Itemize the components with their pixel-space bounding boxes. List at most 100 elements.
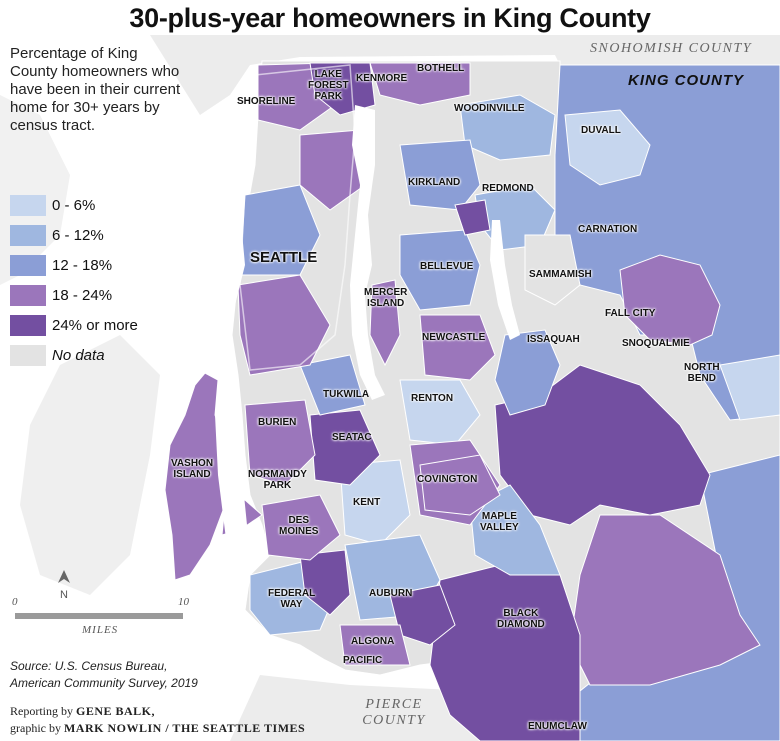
place-vashon-island: VASHON ISLAND <box>171 458 213 480</box>
scale-bar-line <box>15 613 183 619</box>
north-bend-line2: BEND <box>687 373 716 384</box>
legend-label: 12 - 18% <box>52 256 113 274</box>
place-normandy-park: NORMANDY PARK <box>248 469 307 491</box>
map-svg <box>0 35 780 741</box>
kitsap-land-lower <box>20 335 160 595</box>
snohomish-land <box>150 35 780 115</box>
place-bothell: BOTHELL <box>417 63 465 74</box>
normandy-line2: PARK <box>263 480 292 491</box>
legend-swatch <box>10 284 46 306</box>
tract-covington <box>419 454 501 516</box>
lake-sammamish <box>490 220 520 340</box>
region-label-king: KING COUNTY <box>628 72 744 89</box>
pierce-line1: PIERCE <box>365 697 423 712</box>
legend-description: Percentage of King County homeowners who… <box>10 45 181 134</box>
des-moines-line1: DES <box>288 515 309 526</box>
legend-row: 6 - 12% <box>10 220 138 250</box>
place-black-diamond: BLACK DIAMOND <box>497 608 545 630</box>
credits-line2: graphic by MARK NOWLIN / THE SEATTLE TIM… <box>10 720 305 737</box>
seattle-outline <box>239 64 356 371</box>
maple-valley-line2: VALLEY <box>480 522 519 533</box>
legend-swatch <box>10 224 46 246</box>
legend: 0 - 6% 6 - 12% 12 - 18% 18 - 24% 24% or … <box>10 190 138 370</box>
des-moines-line2: MOINES <box>279 526 319 537</box>
place-newcastle: NEWCASTLE <box>422 332 486 343</box>
pierce-line2: COUNTY <box>362 713 426 728</box>
legend-label: 24% or more <box>52 316 138 334</box>
tract-issaquah-area <box>494 329 561 416</box>
legend-row: 24% or more <box>10 310 138 340</box>
place-kirkland: KIRKLAND <box>408 177 461 188</box>
place-renton: RENTON <box>411 393 454 404</box>
place-pacific: PACIFIC <box>343 655 383 666</box>
tract-kent <box>339 459 411 546</box>
federal-way-line2: WAY <box>280 599 303 610</box>
legend-swatch <box>10 314 46 336</box>
north-letter: N <box>60 589 68 601</box>
tract-duvall <box>564 109 651 186</box>
credits-line1: Reporting by GENE BALK, <box>10 703 305 720</box>
tract-sammamish <box>524 234 581 306</box>
tract-north-bend <box>719 354 780 421</box>
black-diamond-line1: BLACK <box>503 608 539 619</box>
place-fall-city: FALL CITY <box>605 308 656 319</box>
puget-sound-edge <box>215 210 250 595</box>
tract-maple-valley <box>469 484 561 576</box>
map-area: SNOHOMISH COUNTY KING COUNTY PIERCE COUN… <box>0 35 780 741</box>
lfp-line3: PARK <box>314 91 343 102</box>
legend-row: 12 - 18% <box>10 250 138 280</box>
place-sammamish: SAMMAMISH <box>529 269 592 280</box>
north-arrow: N <box>54 570 74 601</box>
tract-kirkland <box>399 139 481 211</box>
source-note: Source: U.S. Census Bureau, American Com… <box>10 658 198 692</box>
place-lake-forest-park: LAKE FOREST PARK <box>308 69 349 102</box>
place-north-bend: NORTH BEND <box>684 362 720 384</box>
place-maple-valley: MAPLE VALLEY <box>480 511 519 533</box>
vashon-line2: ISLAND <box>173 469 211 480</box>
tract-bellevue-dark <box>454 199 491 236</box>
mercer-line1: MERCER <box>364 287 408 298</box>
region-label-pierce: PIERCE COUNTY <box>362 697 426 729</box>
place-algona: ALGONA <box>351 636 395 647</box>
lake-washington <box>350 105 385 400</box>
lfp-line2: FOREST <box>308 80 349 91</box>
place-bellevue: BELLEVUE <box>420 261 474 272</box>
place-covington: COVINGTON <box>417 474 478 485</box>
tract-seatac <box>309 409 381 486</box>
black-diamond-line2: DIAMOND <box>497 619 545 630</box>
place-kent: KENT <box>353 497 381 508</box>
place-mercer-island: MERCER ISLAND <box>364 287 407 309</box>
federal-way-line1: FEDERAL <box>268 588 316 599</box>
tract-renton <box>399 379 481 446</box>
place-shoreline: SHORELINE <box>237 96 296 107</box>
credits-graphic-prefix: graphic by <box>10 721 61 735</box>
tract-tukwila <box>299 354 366 416</box>
legend-row: 0 - 6% <box>10 190 138 220</box>
place-kenmore: KENMORE <box>356 73 408 84</box>
mercer-line2: ISLAND <box>367 298 405 309</box>
place-des-moines: DES MOINES <box>279 515 318 537</box>
tract-snoqualmie-purple <box>619 254 721 346</box>
place-issaquah: ISSAQUAH <box>527 334 580 345</box>
legend-swatch-no-data <box>10 344 46 366</box>
tract-newcastle <box>419 314 496 381</box>
maple-valley-line1: MAPLE <box>481 511 517 522</box>
place-seatac: SEATAC <box>332 432 372 443</box>
place-enumclaw: ENUMCLAW <box>528 721 587 732</box>
source-line1: Source: U.S. Census Bureau, <box>10 659 168 673</box>
place-auburn: AUBURN <box>369 588 413 599</box>
source-line2: American Community Survey, 2019 <box>10 676 198 690</box>
place-snoqualmie: SNOQUALMIE <box>622 338 690 349</box>
credits: Reporting by GENE BALK, graphic by MARK … <box>10 703 305 737</box>
vashon-line1: VASHON <box>171 458 214 469</box>
tract-des-moines <box>261 494 341 561</box>
place-redmond: REDMOND <box>482 183 534 194</box>
region-label-snohomish: SNOHOMISH COUNTY <box>590 41 753 56</box>
scale-unit: MILES <box>82 624 119 636</box>
place-carnation: CARNATION <box>578 224 638 235</box>
place-duvall: DUVALL <box>581 125 621 136</box>
legend-label-no-data: No data <box>52 346 105 364</box>
scale-end: 10 <box>178 596 189 608</box>
tract-algona <box>339 624 411 666</box>
tract-mercer-island <box>369 279 401 367</box>
